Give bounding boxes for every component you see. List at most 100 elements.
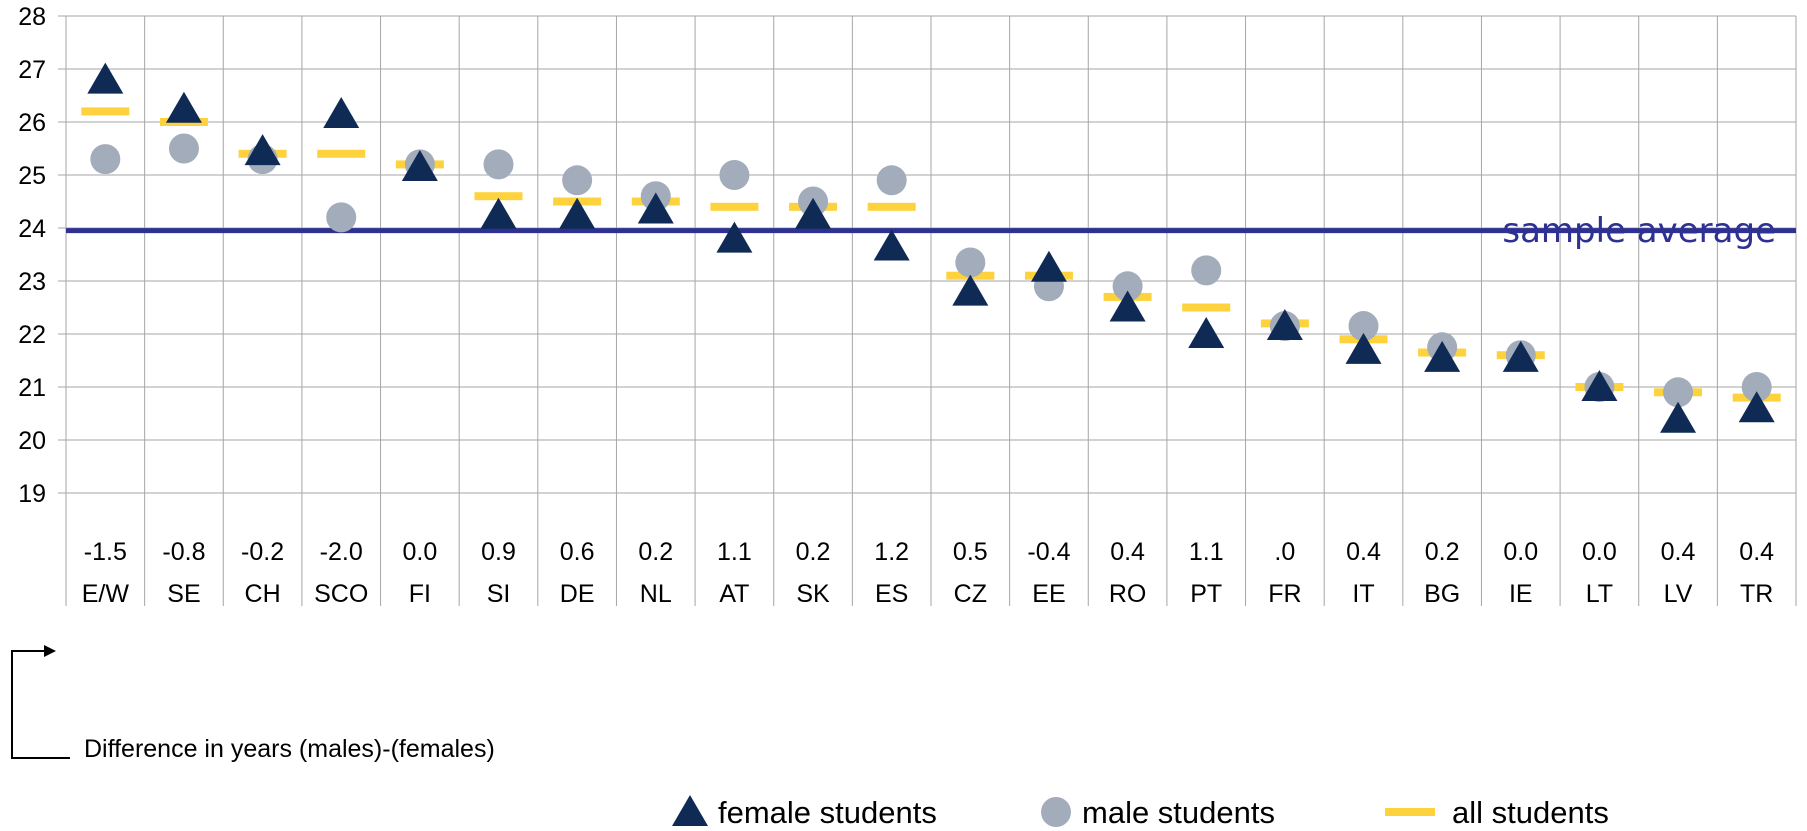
female-students-mark	[1660, 401, 1697, 433]
category-label: DE	[560, 580, 595, 608]
female-students-mark	[1266, 309, 1303, 341]
category-label: FI	[409, 580, 431, 608]
legend-item-male: male students	[1041, 795, 1275, 830]
category-label: EE	[1032, 580, 1065, 608]
difference-value: -0.4	[1027, 538, 1070, 566]
difference-value: 0.9	[481, 538, 516, 566]
category-label: SK	[796, 580, 830, 608]
difference-value: -0.2	[241, 538, 284, 566]
difference-value: 0.4	[1661, 538, 1696, 566]
category-label: TR	[1740, 580, 1773, 608]
difference-value: 0.6	[560, 538, 595, 566]
category-label: E/W	[82, 580, 130, 608]
y-tick-label: 28	[18, 3, 46, 31]
legend-label: female students	[718, 795, 937, 830]
female-students-mark	[1502, 340, 1539, 372]
category-label: IE	[1509, 580, 1533, 608]
female-students-mark	[244, 134, 281, 166]
difference-value: 0.2	[1425, 538, 1460, 566]
female-students-mark	[716, 221, 753, 253]
difference-value: 0.0	[402, 538, 437, 566]
difference-value: -2.0	[320, 538, 363, 566]
female-students-mark	[1581, 370, 1618, 401]
male-students-mark	[1112, 271, 1143, 302]
y-tick-label: 25	[18, 162, 46, 190]
female-students-mark	[672, 795, 708, 826]
difference-note: Difference in years (males)-(females)	[84, 735, 495, 763]
female-students-mark	[1424, 340, 1461, 372]
category-label: RO	[1109, 580, 1147, 608]
y-tick-label: 26	[18, 109, 46, 137]
male-students-mark	[719, 160, 750, 190]
category-label: LT	[1586, 580, 1613, 608]
category-label: LV	[1664, 580, 1693, 608]
female-students-mark	[1738, 391, 1775, 423]
y-tick-label: 22	[18, 321, 46, 349]
female-students-mark	[795, 197, 832, 229]
legend: female students male students all students	[672, 795, 1609, 830]
category-label: PT	[1190, 580, 1222, 608]
female-students-mark	[1109, 290, 1146, 322]
female-students-mark	[165, 91, 202, 123]
category-label: CZ	[954, 580, 987, 608]
all-students-mark	[867, 202, 916, 211]
female-students-mark	[873, 229, 910, 261]
male-students-mark	[1041, 797, 1071, 827]
y-tick-label: 19	[18, 480, 46, 508]
female-students-mark	[559, 197, 596, 229]
category-label: FR	[1268, 580, 1301, 608]
annotation-arrowhead	[44, 645, 56, 657]
male-students-mark	[1348, 311, 1379, 342]
legend-label: male students	[1082, 795, 1275, 830]
y-tick-label: 21	[18, 374, 46, 402]
y-tick-label: 23	[18, 268, 46, 296]
difference-annotation: Difference in years (males)-(females)	[11, 645, 495, 763]
male-students-mark	[955, 247, 986, 278]
x-axis: -1.5 E/W -0.8 SE -0.2 CH -2.0 SCO 0.0 FI 0.9 SI 0.6 D…	[82, 538, 1774, 608]
male-students-mark	[1741, 372, 1772, 402]
y-tick-label: 20	[18, 427, 46, 455]
category-label: CH	[245, 580, 281, 608]
difference-value: 0.0	[1582, 538, 1617, 566]
category-label: SI	[487, 580, 511, 608]
all-students-mark	[317, 149, 366, 158]
male-students-mark	[326, 202, 357, 233]
legend-item-female: female students	[672, 795, 937, 830]
all-students-mark	[1385, 808, 1435, 816]
male-students-mark	[562, 165, 593, 196]
legend-label: all students	[1452, 795, 1609, 830]
difference-value: -0.8	[162, 538, 205, 566]
female-students-mark	[952, 274, 989, 306]
female-students-mark	[1188, 317, 1225, 348]
difference-value: 0.2	[796, 538, 831, 566]
male-students-mark	[876, 165, 907, 196]
chart-marks	[81, 62, 1781, 433]
category-label: AT	[719, 580, 749, 608]
difference-value: 0.4	[1110, 538, 1145, 566]
female-students-mark	[323, 97, 360, 129]
difference-value: 0.2	[638, 538, 673, 566]
category-label: IT	[1352, 580, 1374, 608]
male-students-mark	[483, 149, 514, 180]
category-label: SCO	[314, 580, 368, 608]
category-label: ES	[875, 580, 908, 608]
difference-value: .0	[1274, 538, 1295, 566]
female-students-mark	[87, 62, 124, 94]
difference-value: 0.5	[953, 538, 988, 566]
male-students-mark	[168, 133, 199, 164]
female-students-mark	[637, 192, 674, 224]
difference-value: -1.5	[84, 538, 127, 566]
y-tick-label: 24	[18, 215, 46, 243]
difference-value: 0.0	[1503, 538, 1538, 566]
male-students-mark	[90, 144, 121, 175]
female-students-mark	[1345, 332, 1382, 364]
female-students-mark	[1030, 250, 1067, 282]
female-students-mark	[401, 150, 438, 182]
difference-value: 1.1	[717, 538, 752, 566]
grid	[65, 15, 1797, 606]
difference-value: 1.2	[874, 538, 909, 566]
all-students-mark	[474, 192, 523, 201]
all-students-mark	[81, 107, 130, 116]
all-students-mark	[1182, 303, 1231, 312]
